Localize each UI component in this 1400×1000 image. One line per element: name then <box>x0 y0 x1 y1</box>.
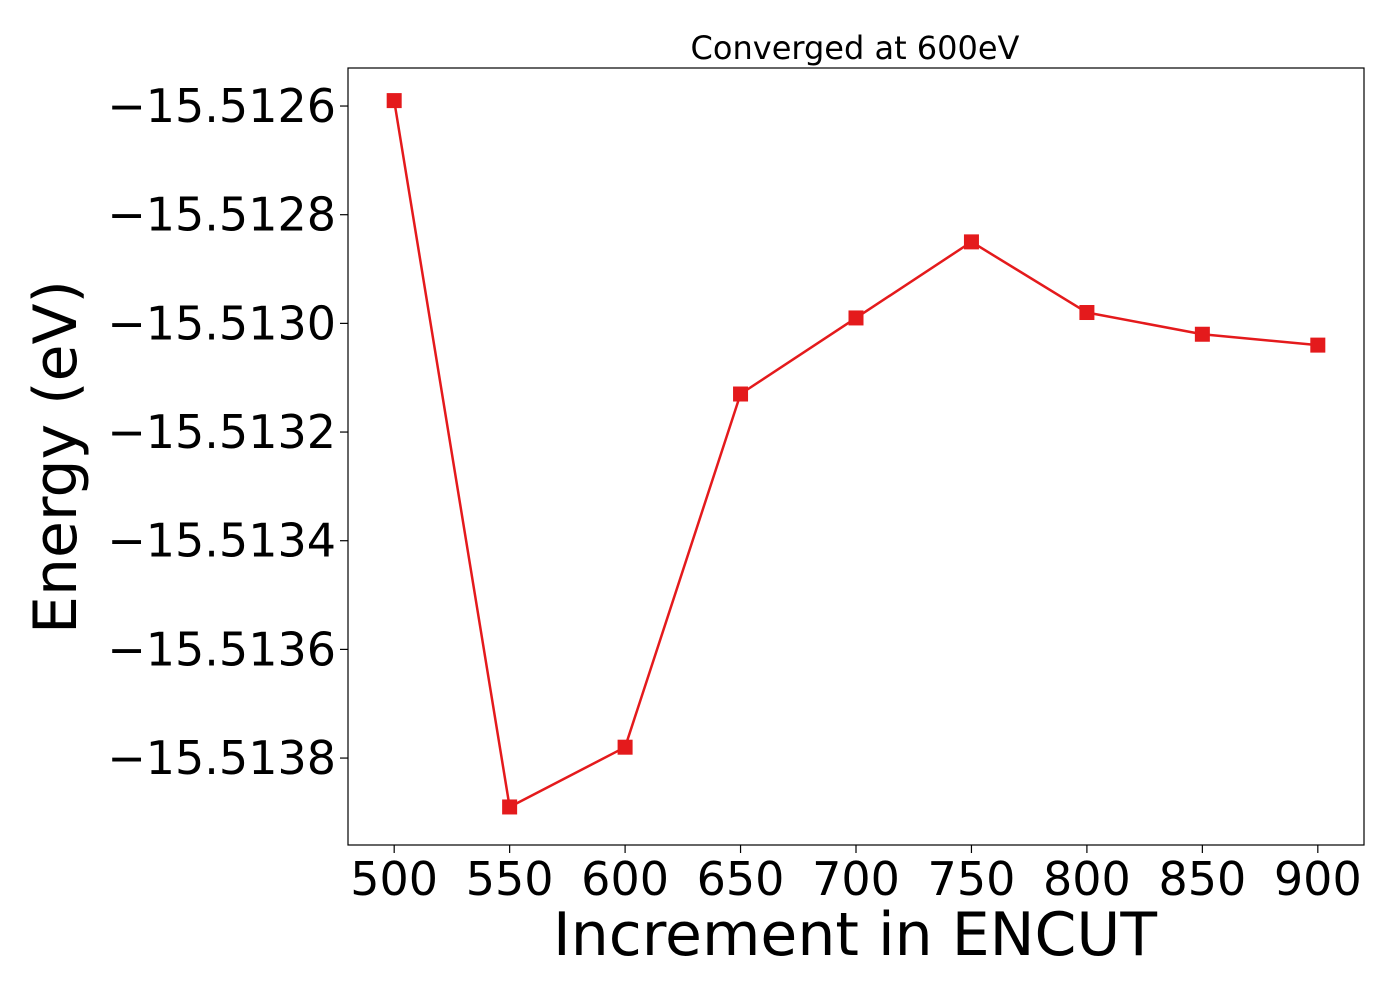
y-tick-label: −15.5136 <box>107 622 336 676</box>
series-layer <box>386 93 1326 815</box>
x-tick-label: 500 <box>350 852 438 906</box>
x-tick-label: 550 <box>466 852 554 906</box>
chart-title: Converged at 600eV <box>691 29 1020 67</box>
y-tick-label: −15.5130 <box>107 296 336 350</box>
data-point-marker <box>617 739 633 755</box>
y-tick-label: −15.5138 <box>107 731 336 785</box>
x-tick-label: 850 <box>1158 852 1246 906</box>
y-tick-label: −15.5128 <box>107 188 336 242</box>
data-point-marker <box>963 234 979 250</box>
x-axis-label: Increment in ENCUT <box>553 900 1157 970</box>
x-tick-label: 650 <box>697 852 785 906</box>
data-point-marker <box>1079 305 1095 321</box>
x-tick-label: 700 <box>812 852 900 906</box>
y-axis-label: Energy (eV) <box>21 280 91 634</box>
y-tick-label: −15.5134 <box>107 514 336 568</box>
series-line <box>392 100 1318 809</box>
data-point-marker <box>386 93 402 109</box>
axis-ticks: 500 550 600 650 700 750 800 850 900 −15.5126 −15.5… <box>107 79 1361 906</box>
x-tick-label: 900 <box>1274 852 1362 906</box>
data-point-marker <box>1310 337 1326 353</box>
y-tick-label: −15.5126 <box>107 79 336 133</box>
data-point-marker <box>733 386 749 402</box>
x-tick-label: 800 <box>1043 852 1131 906</box>
data-point-marker <box>1194 326 1210 342</box>
data-point-marker <box>848 310 864 326</box>
data-point-marker <box>502 799 518 815</box>
plot-frame <box>347 67 1365 846</box>
y-tick-label: −15.5132 <box>107 405 336 459</box>
x-tick-label: 750 <box>928 852 1016 906</box>
x-tick-label: 600 <box>581 852 669 906</box>
